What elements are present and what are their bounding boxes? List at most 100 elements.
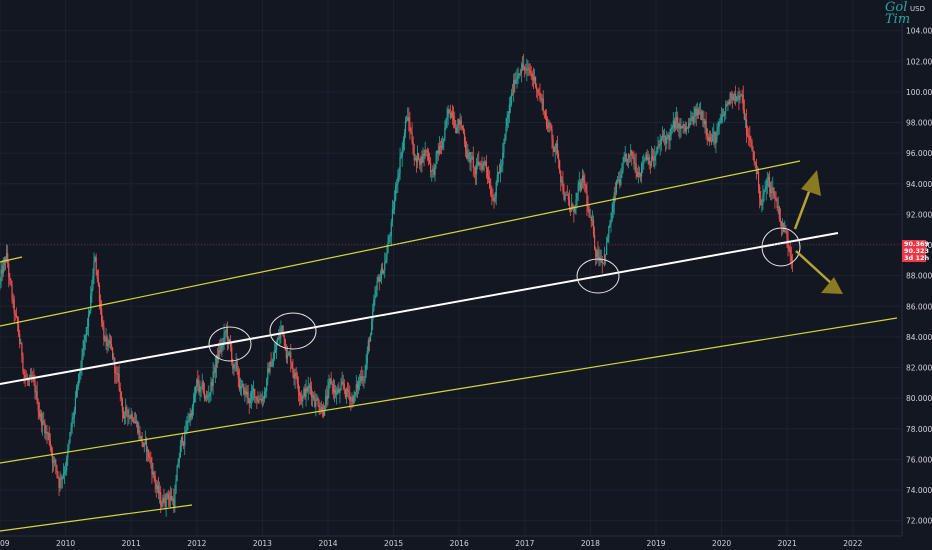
candle-body xyxy=(660,138,662,145)
candle-body xyxy=(575,199,577,206)
y-tick-label: 78.000 xyxy=(906,425,932,434)
candle-body xyxy=(207,395,209,398)
arrow-down-icon[interactable] xyxy=(795,250,843,294)
candle-body xyxy=(439,146,442,148)
candle-body xyxy=(56,464,58,472)
median-channel-line[interactable] xyxy=(0,232,839,385)
grid xyxy=(0,0,902,536)
time-axis[interactable] xyxy=(0,536,932,550)
price-axis[interactable] xyxy=(902,0,932,536)
candle-body xyxy=(308,385,310,387)
candle-body xyxy=(456,127,458,134)
candle-body xyxy=(167,493,169,500)
candle-body xyxy=(679,123,681,129)
candle-body xyxy=(594,234,596,249)
y-tick-label: 84.000 xyxy=(906,333,932,342)
candle-body xyxy=(641,164,643,177)
candle-body xyxy=(510,93,513,105)
candle-body xyxy=(744,119,747,121)
candle-body xyxy=(436,150,438,154)
candle-body xyxy=(410,130,412,133)
candle-body xyxy=(761,203,763,206)
annotation-circle-2012[interactable] xyxy=(208,326,252,362)
price-label-stack: 90.369 90.323 3d 12h xyxy=(902,240,930,262)
y-tick-label: 104.000 xyxy=(906,27,932,36)
candle-body xyxy=(242,384,244,386)
candle-body xyxy=(52,461,55,463)
candle-body xyxy=(380,268,383,280)
candle-body xyxy=(568,199,571,208)
candle-body xyxy=(277,338,279,346)
candle-body xyxy=(390,221,392,236)
upper-channel-line[interactable] xyxy=(0,160,801,327)
candle-body xyxy=(244,390,246,395)
lower-channel-line[interactable] xyxy=(0,317,898,464)
candle-body xyxy=(654,155,656,161)
y-tick-label: 98.000 xyxy=(906,119,932,128)
candle-body xyxy=(554,146,556,153)
candle-body xyxy=(247,391,249,399)
candle-body xyxy=(169,496,172,500)
currency-label: USD xyxy=(910,5,925,13)
candle-body xyxy=(60,478,62,480)
annotation-circle-2013[interactable] xyxy=(269,312,317,350)
candle-body xyxy=(627,154,630,160)
candle-body xyxy=(230,341,232,348)
candle-body xyxy=(506,118,508,126)
candle-body xyxy=(573,208,575,213)
candle-body xyxy=(428,160,431,164)
candle-body xyxy=(131,414,133,419)
candle-body xyxy=(292,368,294,374)
candle-body xyxy=(393,199,396,210)
annotation-circle-2021[interactable] xyxy=(761,227,801,267)
candle-body xyxy=(487,176,490,180)
annotation-circle-2018[interactable] xyxy=(576,258,620,294)
candle-body xyxy=(320,407,322,412)
candle-body xyxy=(268,368,270,373)
candle-body xyxy=(576,192,578,200)
candle-body xyxy=(528,67,530,70)
candle-body xyxy=(580,183,583,190)
candle-body xyxy=(681,126,683,129)
candle-body xyxy=(285,350,287,359)
candle-body xyxy=(90,294,92,312)
candle-body xyxy=(504,133,506,143)
candle-body xyxy=(257,400,259,403)
candle-body xyxy=(49,440,51,448)
candle-body xyxy=(466,150,468,159)
candle-body xyxy=(374,296,376,300)
candle-body xyxy=(96,270,98,279)
candle-body xyxy=(671,127,673,129)
candle-body xyxy=(650,156,653,166)
candle-body xyxy=(762,195,764,204)
candle-body xyxy=(82,349,84,357)
candle-body xyxy=(115,373,117,374)
candle-body xyxy=(473,167,475,169)
candle-body xyxy=(5,253,8,262)
candle-body xyxy=(621,170,623,175)
candle-body xyxy=(574,205,576,213)
candle-body xyxy=(237,370,239,379)
arrow-up-icon[interactable] xyxy=(793,170,821,230)
candle-body xyxy=(173,498,175,508)
candle-body xyxy=(307,386,309,392)
candle-body xyxy=(303,388,305,397)
candle-body xyxy=(642,163,644,165)
candle-body xyxy=(172,498,174,501)
candle-body xyxy=(600,258,602,262)
candle-body xyxy=(387,241,389,253)
candle-body xyxy=(187,420,189,422)
candle-body xyxy=(544,111,547,118)
bottom-channel-line[interactable] xyxy=(0,504,193,532)
candle-body xyxy=(203,392,205,398)
candle-body xyxy=(725,104,727,112)
candle-body xyxy=(369,334,372,342)
candle-body xyxy=(532,77,534,81)
candle-body xyxy=(755,163,757,174)
candle-body xyxy=(86,326,89,328)
candle-body xyxy=(200,386,202,388)
candle-body xyxy=(612,204,614,213)
candle-body xyxy=(327,389,329,400)
candle-body xyxy=(102,322,104,327)
